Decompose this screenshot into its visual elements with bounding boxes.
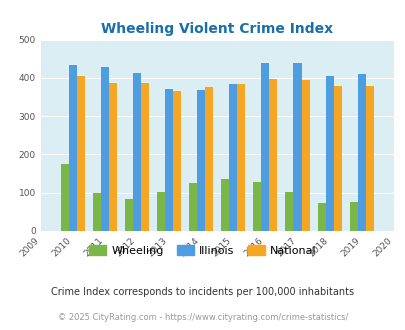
Bar — [333, 86, 341, 231]
Bar — [157, 192, 164, 231]
Bar — [221, 179, 229, 231]
Bar — [141, 83, 149, 231]
Bar — [349, 202, 357, 231]
Bar — [100, 67, 109, 231]
Bar — [197, 90, 205, 231]
Legend: Wheeling, Illinois, National: Wheeling, Illinois, National — [85, 241, 320, 260]
Bar — [125, 199, 132, 231]
Bar — [229, 84, 237, 231]
Bar — [60, 164, 68, 231]
Bar — [317, 203, 325, 231]
Bar — [77, 76, 85, 231]
Bar — [293, 63, 301, 231]
Bar — [93, 193, 100, 231]
Title: Wheeling Violent Crime Index: Wheeling Violent Crime Index — [101, 22, 333, 36]
Bar — [253, 182, 261, 231]
Text: © 2025 CityRating.com - https://www.cityrating.com/crime-statistics/: © 2025 CityRating.com - https://www.city… — [58, 313, 347, 322]
Bar — [132, 73, 141, 231]
Bar — [189, 183, 197, 231]
Text: Crime Index corresponds to incidents per 100,000 inhabitants: Crime Index corresponds to incidents per… — [51, 287, 354, 297]
Bar — [325, 76, 333, 231]
Bar — [261, 63, 269, 231]
Bar — [357, 75, 365, 231]
Bar — [365, 86, 373, 231]
Bar — [205, 87, 213, 231]
Bar — [237, 84, 245, 231]
Bar — [68, 65, 77, 231]
Bar — [164, 88, 173, 231]
Bar — [301, 80, 309, 231]
Bar — [285, 192, 293, 231]
Bar — [173, 91, 181, 231]
Bar — [269, 79, 277, 231]
Bar — [109, 83, 117, 231]
